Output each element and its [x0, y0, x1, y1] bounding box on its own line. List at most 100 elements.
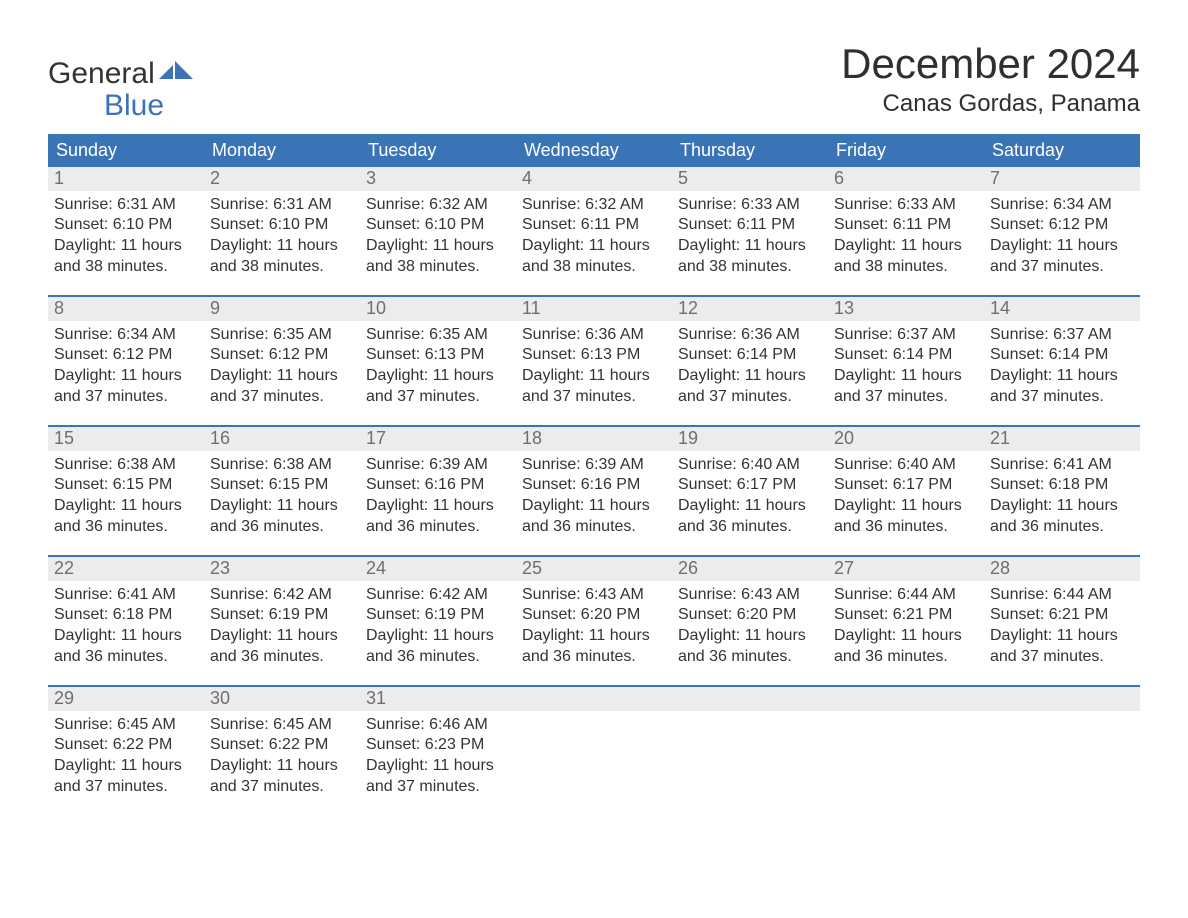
calendar-day-cell: 24Sunrise: 6:42 AMSunset: 6:19 PMDayligh…	[360, 557, 516, 685]
daylight-line2: and 37 minutes.	[678, 387, 822, 408]
day-details: Sunrise: 6:41 AMSunset: 6:18 PMDaylight:…	[48, 581, 204, 674]
day-number: 8	[48, 297, 204, 321]
calendar-week-row: 29Sunrise: 6:45 AMSunset: 6:22 PMDayligh…	[48, 687, 1140, 815]
daylight-line2: and 36 minutes.	[210, 517, 354, 538]
sunrise-text: Sunrise: 6:44 AM	[834, 585, 978, 606]
calendar-day-cell: 3Sunrise: 6:32 AMSunset: 6:10 PMDaylight…	[360, 167, 516, 295]
daylight-line1: Daylight: 11 hours	[54, 366, 198, 387]
daylight-line1: Daylight: 11 hours	[834, 496, 978, 517]
day-details: Sunrise: 6:35 AMSunset: 6:13 PMDaylight:…	[360, 321, 516, 414]
sunrise-text: Sunrise: 6:36 AM	[678, 325, 822, 346]
calendar-week-row: 8Sunrise: 6:34 AMSunset: 6:12 PMDaylight…	[48, 297, 1140, 425]
sunset-text: Sunset: 6:18 PM	[990, 475, 1134, 496]
calendar-day-cell: 25 Sunrise: 6:43 AMSunset: 6:20 PMDayligh…	[516, 557, 672, 685]
day-details: Sunrise: 6:41 AMSunset: 6:18 PMDaylight:…	[984, 451, 1140, 544]
calendar-day-cell	[516, 687, 672, 815]
day-details: Sunrise: 6:39 AMSunset: 6:16 PMDaylight:…	[360, 451, 516, 544]
sunset-text: Sunset: 6:11 PM	[522, 215, 666, 236]
day-number: 21	[984, 427, 1140, 451]
day-number: 23	[204, 557, 360, 581]
calendar-day-cell: 14Sunrise: 6:37 AMSunset: 6:14 PMDayligh…	[984, 297, 1140, 425]
calendar-day-cell: 4Sunrise: 6:32 AMSunset: 6:11 PMDaylight…	[516, 167, 672, 295]
day-details: Sunrise: 6:31 AMSunset: 6:10 PMDaylight:…	[204, 191, 360, 284]
calendar-day-cell	[672, 687, 828, 815]
daylight-line2: and 38 minutes.	[210, 257, 354, 278]
daylight-line2: and 36 minutes.	[366, 647, 510, 668]
day-number: 25	[516, 557, 672, 581]
sunset-text: Sunset: 6:16 PM	[366, 475, 510, 496]
sunset-text: Sunset: 6:12 PM	[54, 345, 198, 366]
day-number: 5	[672, 167, 828, 191]
location-subtitle: Canas Gordas, Panama	[841, 90, 1140, 118]
daylight-line1: Daylight: 11 hours	[210, 496, 354, 517]
sunset-text: Sunset: 6:19 PM	[366, 605, 510, 626]
sunrise-text: Sunrise: 6:38 AM	[54, 455, 198, 476]
sunrise-text: Sunrise: 6:35 AM	[366, 325, 510, 346]
sunrise-text: Sunrise: 6:43 AM	[678, 585, 822, 606]
day-details: Sunrise: 6:43 AMSunset: 6:20 PMDaylight:…	[672, 581, 828, 674]
sunset-text: Sunset: 6:11 PM	[678, 215, 822, 236]
daylight-line1: Daylight: 11 hours	[366, 756, 510, 777]
day-number: 11	[516, 297, 672, 321]
day-number: 31	[360, 687, 516, 711]
sunrise-text: Sunrise: 6:42 AM	[210, 585, 354, 606]
day-number: 18	[516, 427, 672, 451]
sunset-text: Sunset: 6:21 PM	[834, 605, 978, 626]
day-details: Sunrise: 6:42 AMSunset: 6:19 PMDaylight:…	[204, 581, 360, 674]
daylight-line2: and 36 minutes.	[678, 647, 822, 668]
sunset-text: Sunset: 6:11 PM	[834, 215, 978, 236]
day-number: 24	[360, 557, 516, 581]
day-header: Saturday	[984, 134, 1140, 167]
day-number: 30	[204, 687, 360, 711]
sunrise-text: Sunrise: 6:41 AM	[54, 585, 198, 606]
sunrise-text: Sunrise: 6:42 AM	[366, 585, 510, 606]
day-header: Tuesday	[360, 134, 516, 167]
day-number: 7	[984, 167, 1140, 191]
daylight-line2: and 38 minutes.	[366, 257, 510, 278]
sunset-text: Sunset: 6:14 PM	[678, 345, 822, 366]
day-number: 1	[48, 167, 204, 191]
sunrise-text: Sunrise: 6:32 AM	[522, 195, 666, 216]
sunrise-text: Sunrise: 6:45 AM	[210, 715, 354, 736]
calendar-day-cell: 30Sunrise: 6:45 AMSunset: 6:22 PMDayligh…	[204, 687, 360, 815]
sunrise-text: Sunrise: 6:35 AM	[210, 325, 354, 346]
daylight-line1: Daylight: 11 hours	[54, 756, 198, 777]
sunrise-text: Sunrise: 6:40 AM	[834, 455, 978, 476]
day-header: Friday	[828, 134, 984, 167]
daylight-line2: and 37 minutes.	[366, 777, 510, 798]
brand-flag-icon	[159, 54, 193, 86]
calendar-day-cell: 8Sunrise: 6:34 AMSunset: 6:12 PMDaylight…	[48, 297, 204, 425]
daylight-line1: Daylight: 11 hours	[522, 366, 666, 387]
sunrise-text: Sunrise: 6:33 AM	[834, 195, 978, 216]
sunset-text: Sunset: 6:13 PM	[522, 345, 666, 366]
day-details: Sunrise: 6:36 AMSunset: 6:13 PMDaylight:…	[516, 321, 672, 414]
brand-logo: General Blue	[48, 40, 193, 121]
daylight-line2: and 36 minutes.	[210, 647, 354, 668]
day-details: Sunrise: 6:33 AMSunset: 6:11 PMDaylight:…	[672, 191, 828, 284]
sunrise-text: Sunrise: 6:33 AM	[678, 195, 822, 216]
calendar-day-cell: 26Sunrise: 6:43 AMSunset: 6:20 PMDayligh…	[672, 557, 828, 685]
sunrise-text: Sunrise: 6:46 AM	[366, 715, 510, 736]
daylight-line2: and 36 minutes.	[522, 647, 666, 668]
day-number: 29	[48, 687, 204, 711]
daylight-line1: Daylight: 11 hours	[366, 366, 510, 387]
empty-day-band	[828, 687, 984, 711]
day-number: 6	[828, 167, 984, 191]
sunrise-text: Sunrise: 6:31 AM	[54, 195, 198, 216]
day-details: Sunrise: 6:32 AMSunset: 6:11 PMDaylight:…	[516, 191, 672, 284]
sunrise-text: Sunrise: 6:36 AM	[522, 325, 666, 346]
sunset-text: Sunset: 6:15 PM	[210, 475, 354, 496]
day-number: 14	[984, 297, 1140, 321]
day-details: Sunrise: 6:44 AMSunset: 6:21 PMDaylight:…	[828, 581, 984, 674]
sunrise-text: Sunrise: 6:43 AM	[522, 585, 666, 606]
sunset-text: Sunset: 6:12 PM	[990, 215, 1134, 236]
daylight-line2: and 36 minutes.	[834, 517, 978, 538]
daylight-line1: Daylight: 11 hours	[522, 626, 666, 647]
daylight-line1: Daylight: 11 hours	[366, 236, 510, 257]
calendar-day-cell: 28Sunrise: 6:44 AMSunset: 6:21 PMDayligh…	[984, 557, 1140, 685]
calendar-day-cell: 12Sunrise: 6:36 AMSunset: 6:14 PMDayligh…	[672, 297, 828, 425]
day-number: 2	[204, 167, 360, 191]
sunset-text: Sunset: 6:20 PM	[522, 605, 666, 626]
sunrise-text: Sunrise: 6:31 AM	[210, 195, 354, 216]
empty-day-band	[672, 687, 828, 711]
